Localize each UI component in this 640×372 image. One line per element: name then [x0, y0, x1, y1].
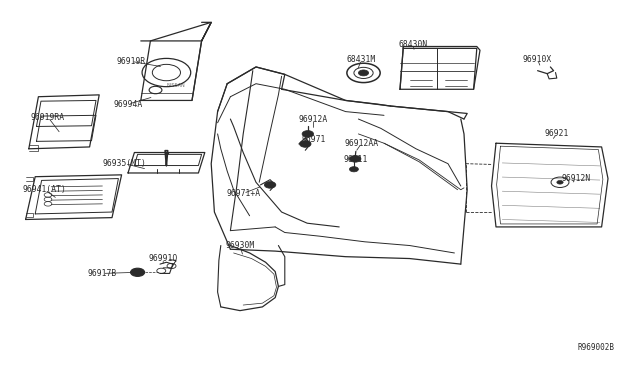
Circle shape	[349, 167, 358, 172]
Text: 96912A: 96912A	[299, 115, 328, 124]
Text: 96991Q: 96991Q	[148, 254, 178, 263]
Text: 96971+A: 96971+A	[226, 189, 260, 198]
Text: 96941(AT): 96941(AT)	[23, 185, 67, 194]
Text: 96917B: 96917B	[88, 269, 117, 278]
Circle shape	[302, 131, 314, 137]
Text: NISSAN: NISSAN	[166, 83, 186, 88]
Text: 96935(MT): 96935(MT)	[103, 159, 147, 168]
Text: 96921: 96921	[545, 129, 569, 138]
Circle shape	[131, 268, 145, 276]
Text: R969002B: R969002B	[577, 343, 614, 352]
Circle shape	[358, 70, 369, 76]
Text: 96994A: 96994A	[113, 100, 143, 109]
Circle shape	[557, 180, 563, 184]
Circle shape	[264, 182, 276, 188]
Text: 96919RA: 96919RA	[31, 113, 65, 122]
Text: 96912N: 96912N	[561, 174, 591, 183]
Text: 96910X: 96910X	[523, 55, 552, 64]
Text: 68430N: 68430N	[398, 40, 428, 49]
Text: 68431M: 68431M	[347, 55, 376, 64]
Text: 96911: 96911	[343, 155, 367, 164]
Circle shape	[300, 141, 311, 147]
Circle shape	[349, 155, 361, 162]
Text: 96930M: 96930M	[225, 241, 255, 250]
Text: 96971: 96971	[301, 135, 326, 144]
Text: 96919R: 96919R	[116, 57, 146, 66]
Text: 96912AA: 96912AA	[344, 139, 379, 148]
